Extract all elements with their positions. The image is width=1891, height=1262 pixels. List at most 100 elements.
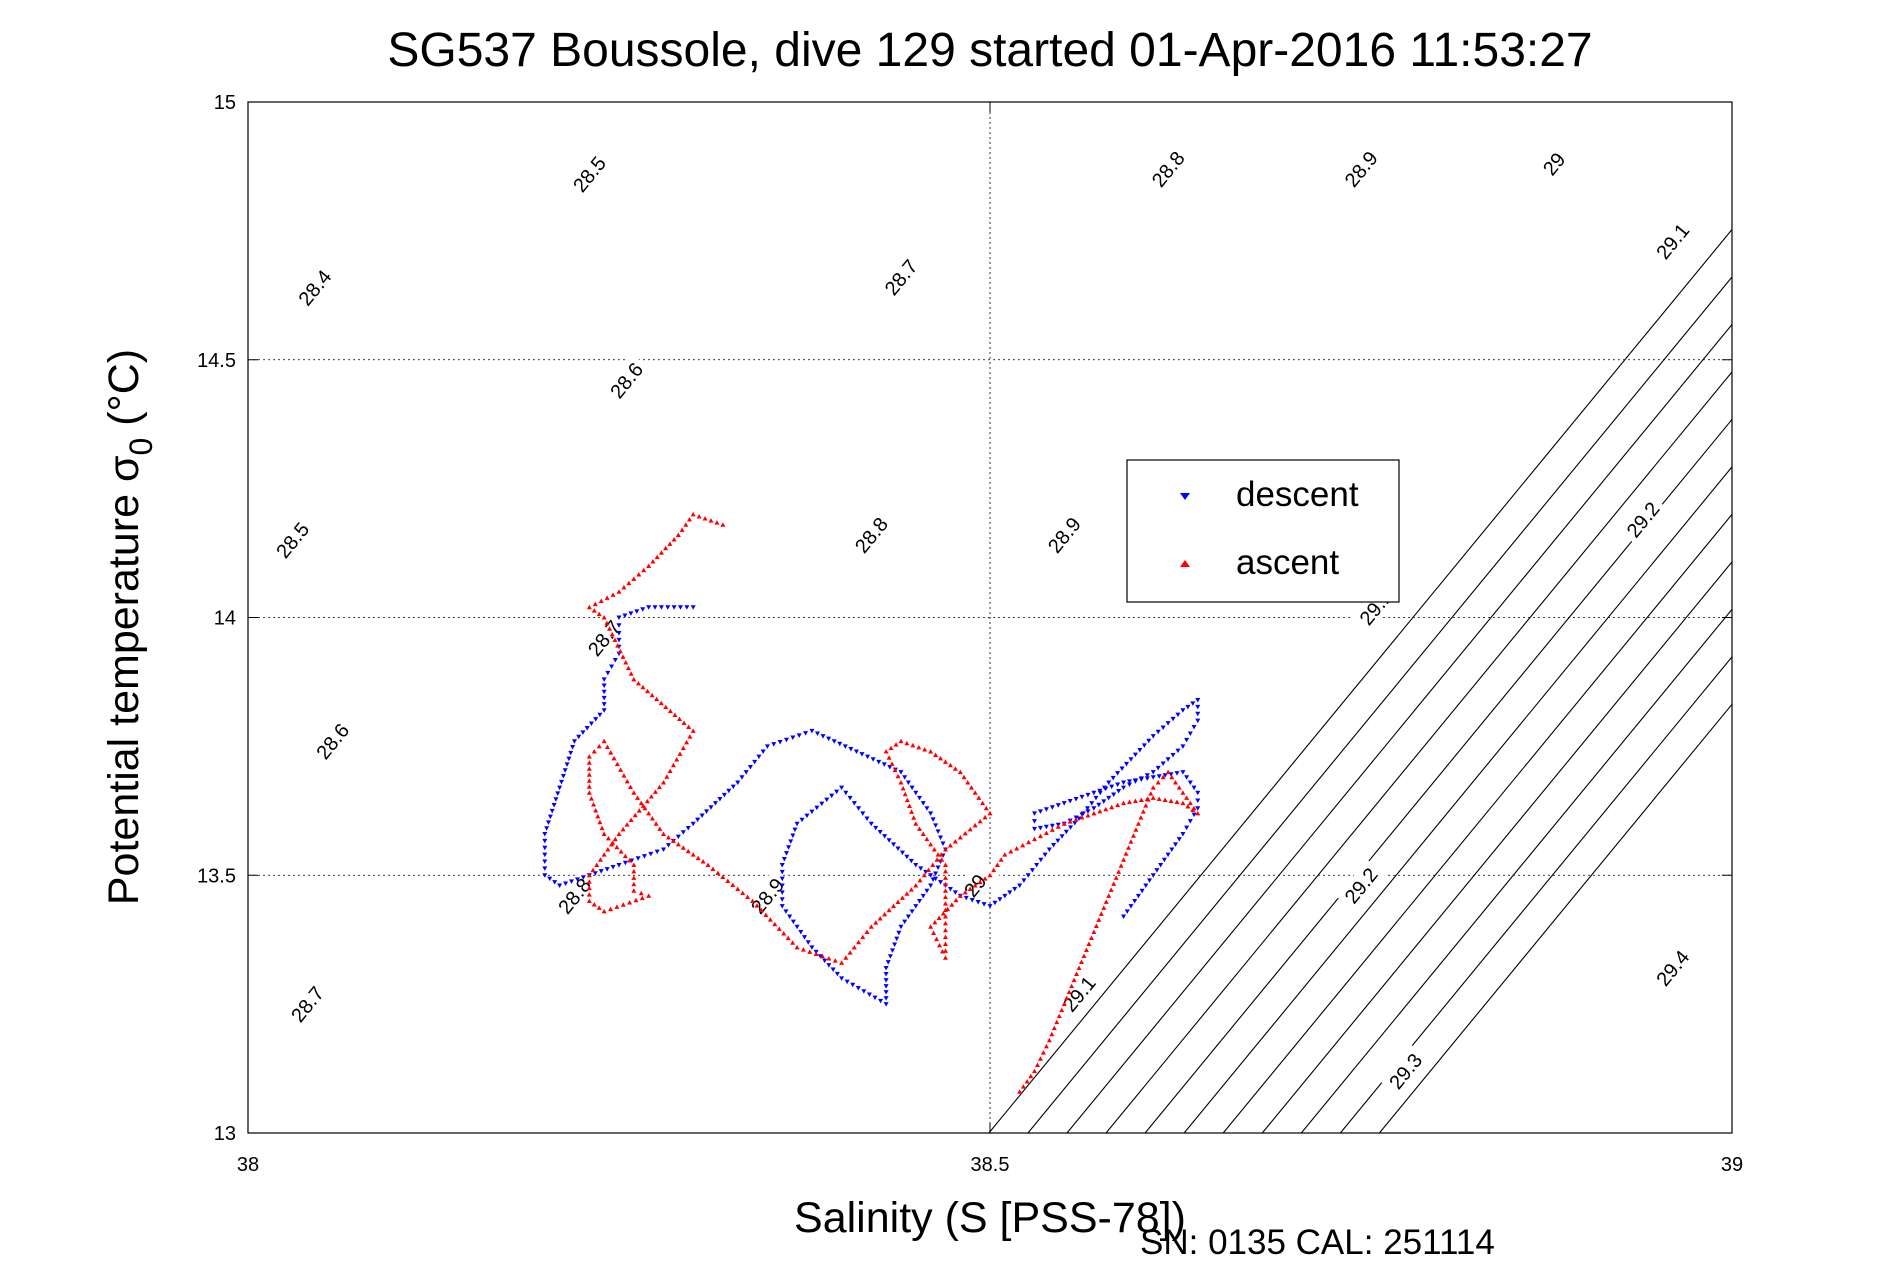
ascent-point [615, 643, 621, 648]
descent-point [1021, 878, 1027, 883]
ascent-point [962, 830, 968, 836]
descent-point [834, 789, 840, 795]
descent-point [1073, 796, 1079, 802]
ascent-point [942, 881, 948, 887]
descent-point [1155, 729, 1161, 735]
ascent-point [646, 563, 652, 568]
ascent-point [591, 802, 597, 807]
descent-point [928, 883, 934, 889]
ascent-point [895, 773, 901, 779]
descent-point [877, 829, 883, 835]
ascent-point [675, 841, 681, 847]
ascent-point [942, 759, 948, 764]
descent-point [1121, 914, 1127, 919]
descent-point [963, 895, 969, 901]
ascent-point [670, 762, 676, 768]
descent-point [739, 775, 745, 780]
ascent-point [586, 892, 592, 897]
descent-point [830, 967, 836, 973]
ascent-point [1096, 917, 1102, 922]
descent-point [542, 845, 548, 851]
ascent-point [942, 901, 948, 906]
descent-point [883, 984, 889, 989]
descent-point [1101, 799, 1107, 804]
descent-point [935, 829, 941, 834]
descent-point [622, 613, 628, 618]
contour-label-bg [268, 514, 318, 567]
ascent-point [1071, 977, 1077, 983]
ascent-point [1088, 935, 1094, 940]
descent-point [1091, 790, 1097, 796]
descent-point [1032, 826, 1038, 832]
ascent-point [1111, 881, 1117, 886]
descent-point [588, 721, 594, 727]
descent-point [557, 883, 563, 889]
descent-point [899, 850, 905, 856]
ascent-point [654, 554, 660, 560]
descent-point [557, 785, 563, 791]
ascent-point [924, 836, 930, 842]
ascent-point [952, 838, 958, 844]
ascent-point [658, 700, 664, 706]
descent-point [743, 770, 749, 775]
ascent-point [1091, 810, 1097, 816]
ascent-point [1135, 821, 1141, 826]
ascent-point [1118, 863, 1124, 868]
descent-point [777, 739, 783, 745]
descent-point [580, 875, 586, 880]
ascent-point [631, 881, 637, 887]
y-tick-label: 15 [214, 92, 236, 114]
descent-point [883, 972, 889, 977]
ascent-point [987, 872, 993, 878]
ascent-point [714, 520, 720, 525]
ascent-point [618, 849, 624, 854]
descent-point [933, 823, 939, 828]
descent-point [1076, 816, 1082, 822]
descent-point [652, 605, 658, 610]
descent-point [851, 801, 857, 806]
ascent-point [624, 778, 630, 784]
descent-point [552, 880, 558, 885]
descent-point [1165, 757, 1171, 762]
contour-label-bg [1648, 941, 1698, 995]
descent-point [641, 854, 647, 859]
ascent-point [653, 821, 659, 826]
ascent-point [942, 920, 948, 926]
ascent-point [889, 761, 895, 766]
ascent-point [1185, 804, 1191, 809]
descent-point [855, 986, 861, 991]
ascent-point [607, 626, 613, 631]
ascent-point [891, 903, 897, 909]
ascent-point [1106, 893, 1112, 898]
descent-point [1124, 909, 1130, 914]
ascent-point [1085, 812, 1091, 818]
descent-point [593, 717, 599, 722]
descent-point [1049, 805, 1055, 810]
ascent-point [646, 893, 652, 898]
descent-point [616, 623, 622, 628]
descent-point [542, 838, 548, 844]
ascent-point [913, 821, 919, 826]
ascent-point [661, 779, 667, 785]
ascent-point [586, 778, 592, 783]
descent-point [616, 615, 622, 620]
descent-point [1002, 893, 1008, 899]
descent-point [695, 817, 701, 823]
ascent-point [928, 924, 934, 929]
descent-point [1089, 801, 1095, 806]
descent-point [824, 797, 830, 803]
descent-point [1034, 862, 1040, 868]
chart-title: SG537 Boussole, dive 129 started 01-Apr-… [387, 24, 1592, 77]
descent-point [844, 979, 850, 985]
descent-point [616, 630, 622, 636]
ascent-point [933, 752, 939, 757]
ascent-point [1043, 830, 1049, 835]
ascent-point [886, 907, 892, 913]
ascent-point [1066, 989, 1072, 995]
descent-point [917, 795, 923, 801]
ascent-point [1040, 1050, 1046, 1055]
ascent-point [1073, 817, 1079, 822]
ascent-point [636, 572, 642, 577]
descent-point [1037, 809, 1043, 814]
ascent-point [1128, 839, 1134, 844]
